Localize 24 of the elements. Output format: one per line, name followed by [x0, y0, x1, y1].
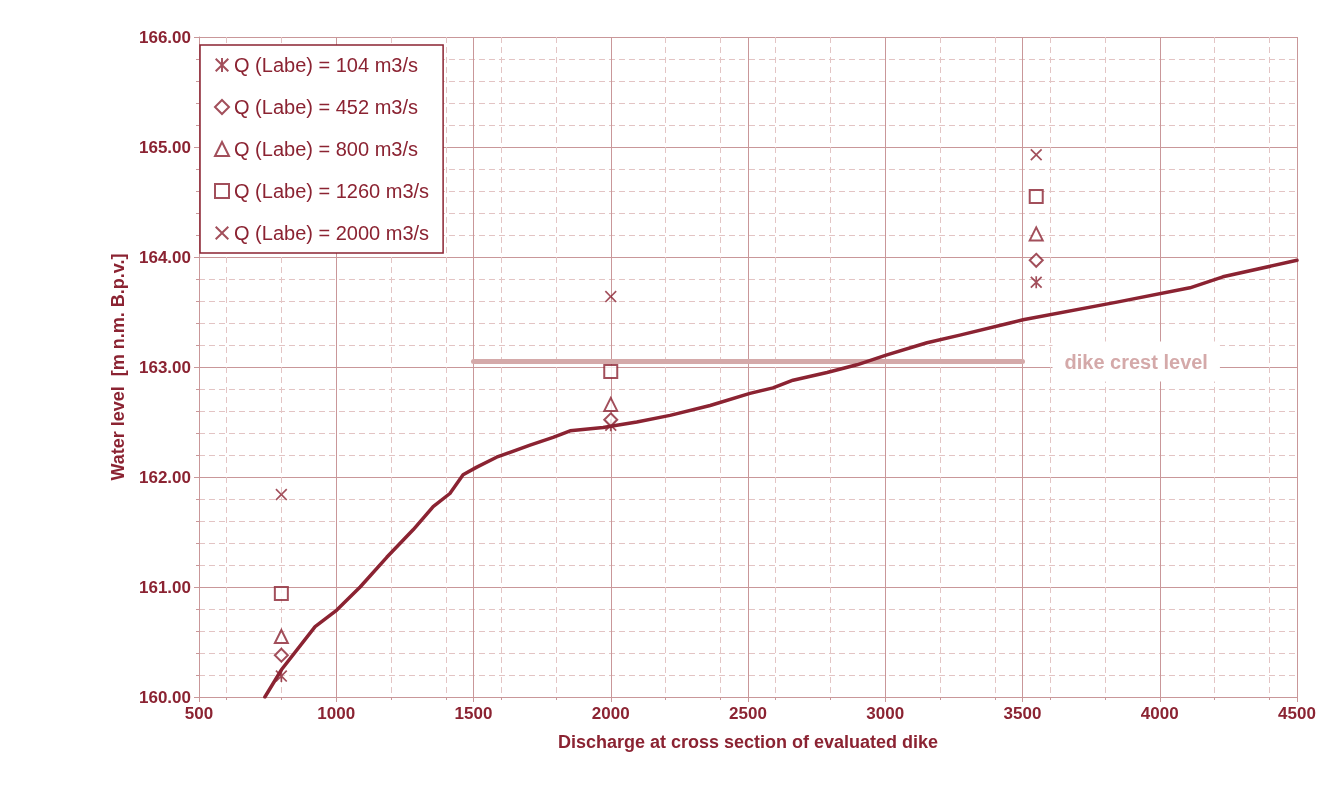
legend-label: Q (Labe) = 104 m3/s — [234, 54, 418, 76]
legend-label: Q (Labe) = 452 m3/s — [234, 96, 418, 118]
legend-label: Q (Labe) = 2000 m3/s — [234, 222, 430, 244]
y-tick-label: 166.00 — [139, 27, 191, 47]
x-tick-label: 2500 — [729, 704, 767, 723]
x-axis-title: Discharge at cross section of evaluated dike — [557, 732, 939, 752]
y-tick-label: 161.00 — [139, 577, 191, 597]
x-tick-label: 2000 — [591, 704, 630, 723]
x-tick-label: 4000 — [1140, 704, 1179, 723]
legend-label: Q (Labe) = 1260 m3/s — [234, 180, 430, 202]
y-tick-label: 162.00 — [139, 467, 191, 487]
x-tick-label: 4500 — [1278, 704, 1316, 723]
x-tick-label: 500 — [184, 704, 214, 723]
y-axis-title: Water level [m n.m. B.p.v.] — [108, 253, 128, 481]
x-tick-label: 3500 — [1003, 704, 1042, 723]
x-tick-label: 3000 — [866, 704, 905, 723]
y-tick-label: 160.00 — [139, 687, 191, 707]
y-tick-label: 164.00 — [139, 247, 191, 267]
y-tick-label: 163.00 — [139, 357, 191, 377]
legend-label: Q (Labe) = 800 m3/s — [234, 138, 418, 160]
x-tick-label: 1500 — [454, 704, 493, 723]
y-tick-label: 165.00 — [139, 137, 191, 157]
text: dike crest level — [1064, 350, 1208, 373]
x-tick-label: 1000 — [317, 704, 356, 723]
